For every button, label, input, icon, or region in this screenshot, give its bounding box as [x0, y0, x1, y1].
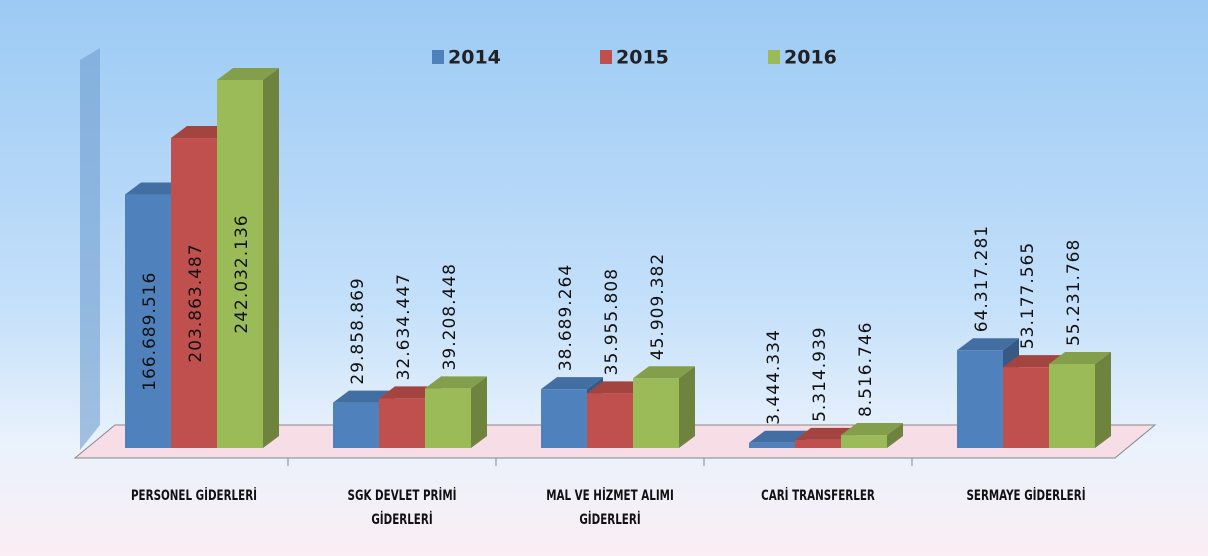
- data-label: 45.909.382: [648, 253, 668, 360]
- bar-top: [425, 376, 487, 389]
- data-label: 35.955.808: [602, 268, 622, 375]
- data-label: 55.231.768: [1064, 239, 1084, 346]
- bar: [541, 389, 587, 448]
- data-label: 64.317.281: [972, 225, 992, 332]
- x-tick-label: SGK DEVLET PRİMİ GİDERLERİ: [347, 488, 457, 528]
- data-label: 29.858.869: [348, 277, 368, 384]
- data-label: 3.444.334: [764, 329, 784, 425]
- bar-side: [471, 376, 487, 448]
- bar: [425, 388, 471, 448]
- bar-top: [633, 366, 695, 379]
- x-tick-label: CARİ TRANSFERLER: [761, 488, 875, 504]
- bar-side: [887, 423, 903, 448]
- legend-label: 2014: [448, 47, 501, 69]
- data-label: 5.314.939: [810, 326, 830, 422]
- legend-swatch: [600, 50, 612, 64]
- bar-top: [1049, 352, 1111, 365]
- bar: [1049, 364, 1095, 448]
- bar: [333, 402, 379, 448]
- bar: [957, 350, 1003, 448]
- data-label: 53.177.565: [1018, 242, 1038, 349]
- back-wall-side: [80, 48, 100, 450]
- x-tick-label: PERSONEL GİDERLERİ: [130, 488, 257, 504]
- bar-top: [541, 377, 603, 390]
- bar: [171, 138, 217, 448]
- bar-side: [263, 68, 279, 448]
- bar: [379, 398, 425, 448]
- bar-top: [841, 423, 903, 436]
- bar-side: [679, 366, 695, 448]
- data-label: 242.032.136: [232, 214, 252, 333]
- data-label: 32.634.447: [394, 273, 414, 380]
- legend-label: 2016: [784, 47, 837, 69]
- bar: [633, 378, 679, 448]
- bar: [587, 393, 633, 448]
- legend-swatch: [768, 50, 780, 64]
- data-label: 203.863.487: [186, 243, 206, 362]
- data-label: 39.208.448: [440, 263, 460, 370]
- bar-top: [957, 338, 1019, 351]
- legend-label: 2015: [616, 47, 669, 69]
- bar: [841, 435, 887, 448]
- bar: [795, 439, 841, 448]
- bar: [125, 194, 171, 448]
- bar-side: [1095, 352, 1111, 448]
- data-label: 166.689.516: [140, 272, 160, 391]
- bar-top: [217, 68, 279, 80]
- bar: [1003, 367, 1049, 448]
- data-label: 38.689.264: [556, 264, 576, 371]
- bar: [217, 80, 263, 448]
- x-tick-label: SERMAYE GİDERLERİ: [966, 488, 1086, 504]
- x-tick-label: MAL VE HİZMET ALIMI GİDERLERİ: [546, 488, 674, 528]
- legend-swatch: [432, 50, 444, 64]
- data-label: 8.516.746: [856, 322, 876, 418]
- bar: [749, 442, 795, 448]
